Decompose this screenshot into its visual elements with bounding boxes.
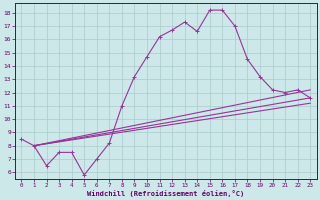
X-axis label: Windchill (Refroidissement éolien,°C): Windchill (Refroidissement éolien,°C) <box>87 190 244 197</box>
